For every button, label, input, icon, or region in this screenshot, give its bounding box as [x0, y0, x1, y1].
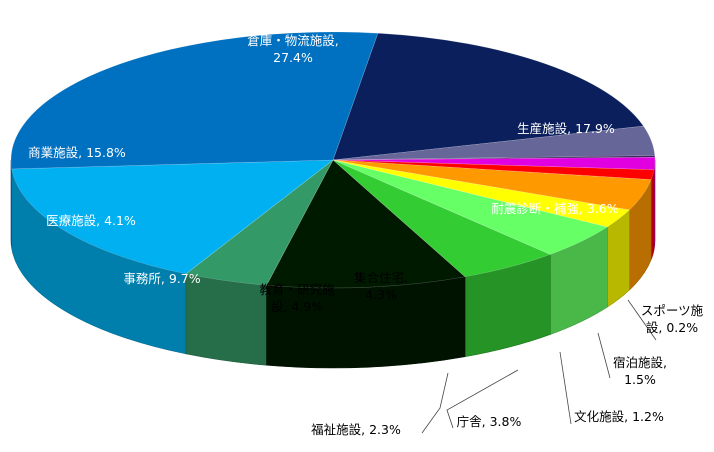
- slice-10-side: [185, 273, 267, 366]
- slice-1-label: 耐震診断・補強, 3.6%: [491, 201, 618, 216]
- slice-7: [332, 159, 609, 255]
- slice-0-label: 生産施設, 17.9%: [517, 121, 615, 136]
- slice-4-label: 文化施設, 1.2%: [574, 409, 664, 424]
- slice-0: [332, 32, 645, 161]
- slice-8-label: 教育・研究施設, 4.9%: [259, 282, 335, 314]
- slice-5-leader-line: [446, 369, 519, 429]
- slice-6-label: 福祉施設, 2.3%: [311, 422, 401, 437]
- slice-6-leader-line: [421, 372, 449, 434]
- slice-10: [185, 159, 334, 286]
- slice-2-leader-line: [627, 299, 657, 341]
- slice-12: [10, 31, 379, 170]
- slice-9-label: 事務所, 9.7%: [123, 271, 200, 286]
- slice-3-label: 宿泊施設, 1.5%: [613, 355, 667, 387]
- pie-labels: 生産施設, 17.9% 耐震診断・補強, 3.6% スポーツ施設, 0.2% 宿泊施設…: [28, 33, 703, 437]
- slice-3: [332, 156, 656, 171]
- slice-7-label: 集合住宅, 4.3%: [354, 270, 408, 302]
- pie-side-walls: [10, 159, 656, 369]
- slice-8: [332, 159, 552, 278]
- pie-top-faces: [10, 31, 656, 289]
- slice-5-label: 庁舎, 3.8%: [457, 414, 522, 429]
- slice-9: [266, 159, 466, 289]
- slice-4: [332, 159, 655, 180]
- slice-6: [332, 159, 631, 228]
- slice-3-leader-line: [597, 332, 611, 379]
- slice-5: [332, 159, 652, 211]
- slice-12-label: 倉庫・物流施設, 27.4%: [247, 33, 338, 65]
- slice-4-side: [650, 169, 655, 260]
- slice-2: [332, 155, 656, 161]
- slice-11: [11, 159, 334, 275]
- slice-4-leader-line: [559, 351, 572, 425]
- slice-10-label: 医療施設, 4.1%: [46, 213, 136, 228]
- slice-11-label: 商業施設, 15.8%: [28, 145, 126, 160]
- slice-1: [332, 125, 656, 161]
- slice-2-label: スポーツ施設, 0.2%: [641, 303, 704, 335]
